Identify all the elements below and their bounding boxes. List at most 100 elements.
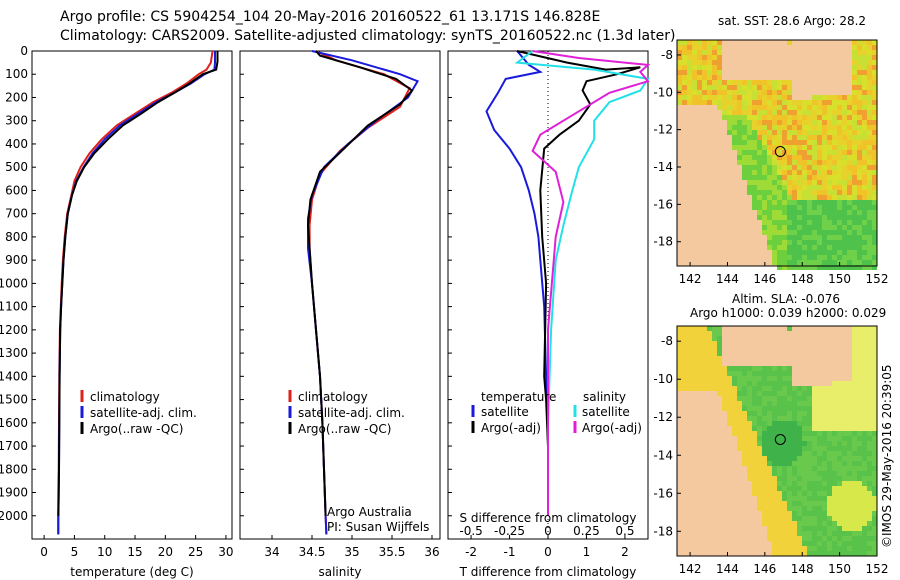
map-cell	[802, 230, 807, 235]
map-cell	[817, 195, 822, 200]
map-cell	[772, 110, 777, 115]
map-cell	[742, 135, 747, 140]
map-cell	[757, 446, 762, 451]
map-cell	[767, 536, 772, 541]
map-cell	[757, 376, 762, 381]
map-cell	[867, 160, 872, 165]
map-cell	[792, 115, 797, 120]
map-cell	[867, 331, 872, 336]
map-cell	[782, 406, 787, 411]
map-cell	[857, 536, 862, 541]
map-cell	[847, 536, 852, 541]
map-cell	[697, 80, 702, 85]
map-cell	[867, 155, 872, 160]
map-cell	[857, 225, 862, 230]
map-cell	[872, 160, 877, 165]
map-cell	[777, 531, 782, 536]
map-cell	[862, 165, 867, 170]
map-cell	[852, 456, 857, 461]
map-cell	[842, 175, 847, 180]
map-cell	[817, 506, 822, 511]
map-cell	[772, 240, 777, 245]
map-cell	[752, 200, 757, 205]
map-cell	[847, 220, 852, 225]
map-cell	[757, 195, 762, 200]
map-cell	[757, 466, 762, 471]
map-cell	[777, 521, 782, 526]
map-cell	[702, 356, 707, 361]
map-cell	[822, 145, 827, 150]
legend-label: Argo(-adj)	[582, 421, 642, 435]
map-cell	[852, 406, 857, 411]
map-cell	[862, 331, 867, 336]
map-cell	[817, 220, 822, 225]
map-cell	[822, 546, 827, 551]
map-cell	[797, 255, 802, 260]
map-cell	[862, 265, 867, 270]
map-cell	[757, 120, 762, 125]
map-cell	[867, 431, 872, 436]
map-cell	[772, 456, 777, 461]
map-cell	[792, 245, 797, 250]
y-tick-label: 1800	[0, 462, 28, 476]
map-cell	[772, 401, 777, 406]
map-cell	[762, 456, 767, 461]
map-cell	[767, 100, 772, 105]
map-cell	[802, 265, 807, 270]
map-cell	[867, 80, 872, 85]
map-cell	[712, 386, 717, 391]
y-tick-label: 1100	[0, 300, 28, 314]
map-cell	[837, 230, 842, 235]
map-cell	[777, 240, 782, 245]
map-cell	[742, 456, 747, 461]
map-cell	[767, 526, 772, 531]
map-cell	[867, 115, 872, 120]
map-cell	[792, 185, 797, 190]
map-cell	[807, 170, 812, 175]
map-cell	[822, 185, 827, 190]
map-cell	[832, 416, 837, 421]
map-cell	[867, 381, 872, 386]
map-cell	[787, 431, 792, 436]
map-cell	[722, 386, 727, 391]
map-cell	[827, 446, 832, 451]
map-cell	[852, 120, 857, 125]
map-cell	[842, 215, 847, 220]
map-cell	[802, 235, 807, 240]
map-cell	[852, 431, 857, 436]
map-cell	[852, 411, 857, 416]
map-cell	[812, 220, 817, 225]
map-cell	[837, 195, 842, 200]
map-cell	[717, 341, 722, 346]
header-line1: Argo profile: CS 5904254_104 20-May-2016…	[60, 9, 601, 25]
map-cell	[707, 346, 712, 351]
map-cell	[742, 396, 747, 401]
map-cell	[847, 115, 852, 120]
map-cell	[867, 501, 872, 506]
map-cell	[872, 95, 877, 100]
map-cell	[802, 180, 807, 185]
map-cell	[677, 326, 682, 331]
map-cell	[737, 406, 742, 411]
map-y-tick-label: -14	[653, 448, 673, 462]
map-cell	[717, 70, 722, 75]
map-cell	[792, 551, 797, 556]
map-cell	[827, 160, 832, 165]
map-cell	[867, 260, 872, 265]
map-cell	[862, 496, 867, 501]
map-cell	[857, 476, 862, 481]
map-cell	[697, 40, 702, 45]
map-cell	[852, 80, 857, 85]
map-cell	[747, 416, 752, 421]
map-cell	[842, 245, 847, 250]
map-cell	[807, 240, 812, 245]
map-cell	[757, 115, 762, 120]
map-cell	[842, 165, 847, 170]
map-cell	[767, 200, 772, 205]
map-cell	[827, 421, 832, 426]
map-cell	[677, 80, 682, 85]
map-cell	[782, 240, 787, 245]
map-cell	[787, 426, 792, 431]
map-cell	[762, 501, 767, 506]
map-cell	[857, 466, 862, 471]
